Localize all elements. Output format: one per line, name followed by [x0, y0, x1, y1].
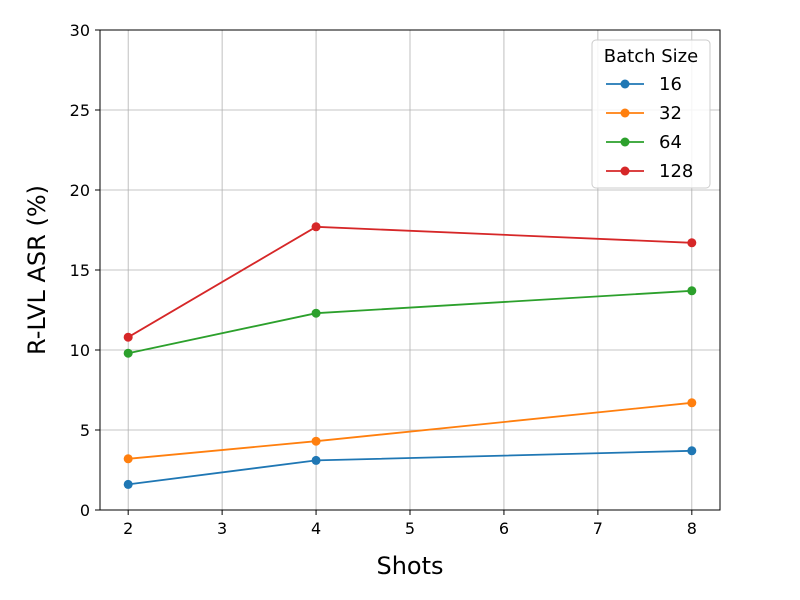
data-point-64: [123, 348, 133, 358]
legend-box: [591, 39, 711, 189]
y-tick-label: 30: [70, 21, 90, 40]
x-tick-label: 8: [687, 519, 697, 538]
data-point-16: [123, 479, 133, 489]
data-point-128: [123, 332, 133, 342]
legend-items: 16 32 64 128: [606, 74, 693, 182]
data-point-64: [687, 286, 697, 296]
data-point-64: [311, 308, 321, 318]
legend-marker-128: [620, 166, 630, 176]
data-point-32: [123, 454, 133, 464]
legend: Batch Size 16 32 64 128: [591, 39, 711, 189]
data-point-32: [311, 436, 321, 446]
x-tick-label: 6: [499, 519, 509, 538]
legend-title: Batch Size: [604, 46, 698, 67]
legend-item-16: 16: [606, 74, 682, 95]
x-axis-label: Shots: [376, 552, 443, 580]
legend-marker-16: [620, 79, 630, 89]
legend-label-32: 32: [659, 103, 682, 124]
y-tick-label: 10: [70, 341, 90, 360]
series-16: [123, 446, 697, 489]
y-tick-label: 25: [70, 101, 90, 120]
series-128: [123, 222, 697, 342]
series-layer: [123, 222, 697, 489]
legend-item-128: 128: [606, 161, 693, 182]
legend-item-32: 32: [606, 103, 682, 124]
y-axis-label: R-LVL ASR (%): [23, 185, 51, 355]
x-tick-label: 2: [123, 519, 133, 538]
data-point-32: [687, 398, 697, 408]
y-tick-label: 5: [80, 421, 90, 440]
legend-label-128: 128: [659, 161, 693, 182]
legend-item-64: 64: [606, 132, 682, 153]
axis-ticks: 2 3 4 5 6 7 8 0 5 10 15 20 25 30: [70, 21, 697, 538]
data-point-16: [311, 455, 321, 465]
data-point-128: [687, 238, 697, 248]
x-tick-label: 5: [405, 519, 415, 538]
legend-label-16: 16: [659, 74, 682, 95]
data-point-16: [687, 446, 697, 456]
legend-marker-32: [620, 108, 630, 118]
legend-label-64: 64: [659, 132, 682, 153]
data-point-128: [311, 222, 321, 232]
series-32: [123, 398, 697, 464]
x-tick-label: 4: [311, 519, 321, 538]
y-tick-label: 20: [70, 181, 90, 200]
series-64: [123, 286, 697, 358]
y-tick-label: 0: [80, 501, 90, 520]
x-tick-label: 7: [593, 519, 603, 538]
legend-marker-64: [620, 137, 630, 147]
y-tick-label: 15: [70, 261, 90, 280]
x-tick-label: 3: [217, 519, 227, 538]
